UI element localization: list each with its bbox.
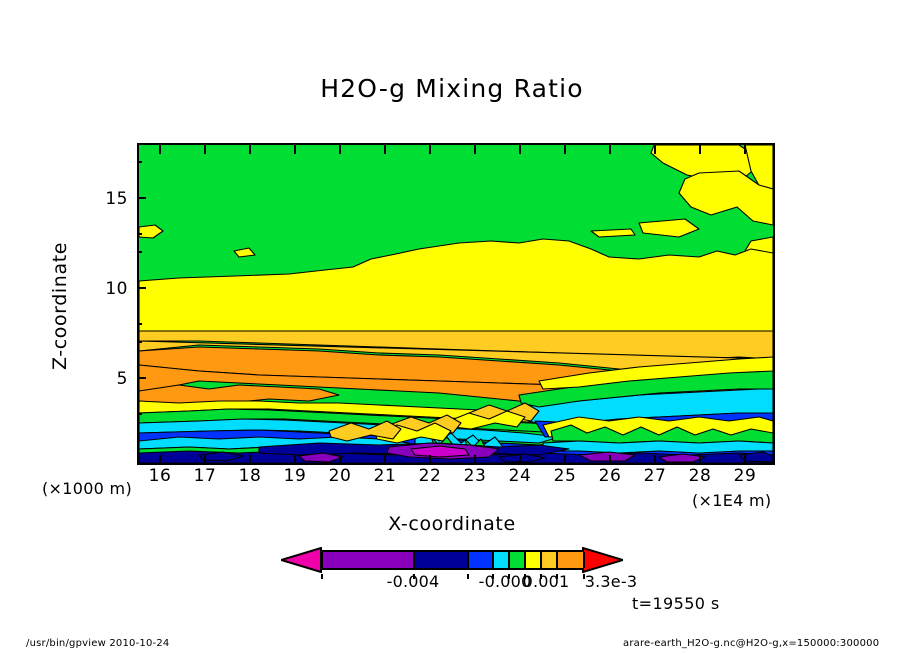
colorbar-tick [467,574,469,579]
x-tick-top [249,145,251,154]
colorbar-label: -0.000 [478,572,532,591]
x-tick-top [519,145,521,154]
x-tick [429,455,431,464]
colorbar-tick [321,574,323,579]
x-tick-top [429,145,431,154]
colorbar-segment-gold [542,552,558,568]
x-tick [249,455,251,464]
contour-field [139,145,773,463]
colorbar-tick [508,574,510,579]
x-tick-top [339,145,341,154]
colorbar-segments [321,550,585,570]
x-tick-top [609,145,611,154]
x-tick-top [159,145,161,154]
y-tick-minor [137,161,142,163]
colorbar [281,547,623,573]
y-tick [137,287,146,289]
x-tick [339,455,341,464]
x-tick-label: 18 [238,466,262,486]
colorbar-low-arrow [281,547,322,573]
colorbar-tick [540,574,542,579]
x-tick-label: 26 [598,466,622,486]
y-axis-unit: (×1000 m) [42,479,132,498]
x-tick-label: 29 [733,466,757,486]
colorbar-label: 3.3e-3 [584,572,638,591]
x-tick-top [384,145,386,154]
colorbar-segment-navy [415,552,469,568]
x-tick-top [564,145,566,154]
x-tick-label: 27 [643,466,667,486]
x-tick [384,455,386,464]
colorbar-tick [524,574,526,579]
contour-plot [137,143,775,465]
x-tick-top [699,145,701,154]
page-title: H2O-g Mixing Ratio [320,74,584,103]
x-axis-unit: (×1E4 m) [692,491,772,510]
colorbar-high-arrow [582,547,623,573]
y-tick-minor [137,323,142,325]
y-tick [137,197,146,199]
colorbar-tick [413,574,415,579]
x-tick-label: 17 [193,466,217,486]
colorbar-tick [556,574,558,579]
y-axis-title: Z-coordinate [49,241,71,371]
x-tick-label: 24 [508,466,532,486]
y-tick-label: 5 [116,369,128,389]
x-tick [609,455,611,464]
y-tick-label: 15 [105,189,128,209]
x-tick-label: 16 [148,466,172,486]
x-tick-label: 20 [328,466,352,486]
x-tick-top [744,145,746,154]
colorbar-segment-purple [323,552,415,568]
colorbar-segment-green [510,552,526,568]
x-tick [654,455,656,464]
y-tick-minor [137,413,142,415]
x-tick-label: 25 [553,466,577,486]
x-tick [294,455,296,464]
footer-left-text: /usr/bin/gpview 2010-10-24 [26,638,170,649]
x-tick [204,455,206,464]
x-tick-label: 23 [463,466,487,486]
x-tick [519,455,521,464]
x-tick-label: 28 [688,466,712,486]
colorbar-tick [583,574,585,579]
x-tick-label: 21 [373,466,397,486]
colorbar-label: 0.001 [522,572,570,591]
y-tick-minor [137,251,142,253]
y-tick [137,377,146,379]
y-tick-label: 10 [105,279,128,299]
colorbar-segment-blue [469,552,494,568]
colorbar-tick [492,574,494,579]
x-tick [159,455,161,464]
x-tick-label: 22 [418,466,442,486]
x-tick-top [204,145,206,154]
x-tick-label: 19 [283,466,307,486]
footer-right-text: arare-earth_H2O-g.nc@H2O-g,x=150000:3000… [623,638,880,649]
x-tick [699,455,701,464]
time-annotation: t=19550 s [632,594,720,613]
x-tick-top [654,145,656,154]
x-tick [744,455,746,464]
x-tick-top [474,145,476,154]
colorbar-segment-cyan [494,552,510,568]
x-axis-title: X-coordinate [388,513,516,535]
x-tick [564,455,566,464]
colorbar-label: -0.004 [386,572,440,591]
x-tick-top [294,145,296,154]
y-tick-minor [137,233,142,235]
colorbar-segment-yellow [526,552,542,568]
y-tick-minor [137,341,142,343]
colorbar-segment-amber [558,552,585,568]
x-tick [474,455,476,464]
